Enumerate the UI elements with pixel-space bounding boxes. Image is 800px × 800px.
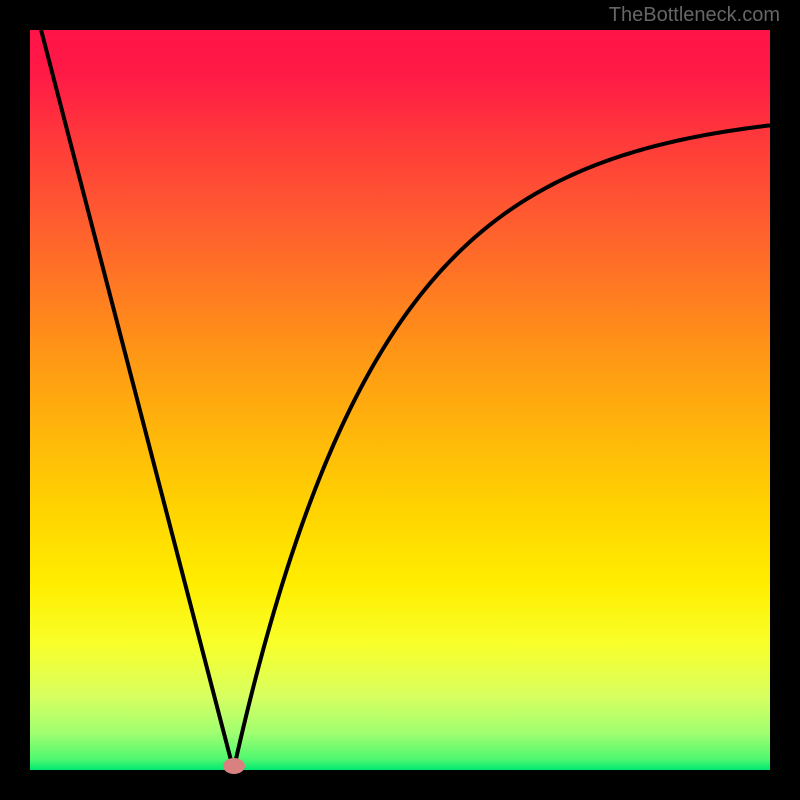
optimum-marker <box>223 758 245 774</box>
plot-area <box>30 30 770 770</box>
watermark-text: TheBottleneck.com <box>609 4 780 27</box>
bottleneck-curve <box>30 30 770 770</box>
